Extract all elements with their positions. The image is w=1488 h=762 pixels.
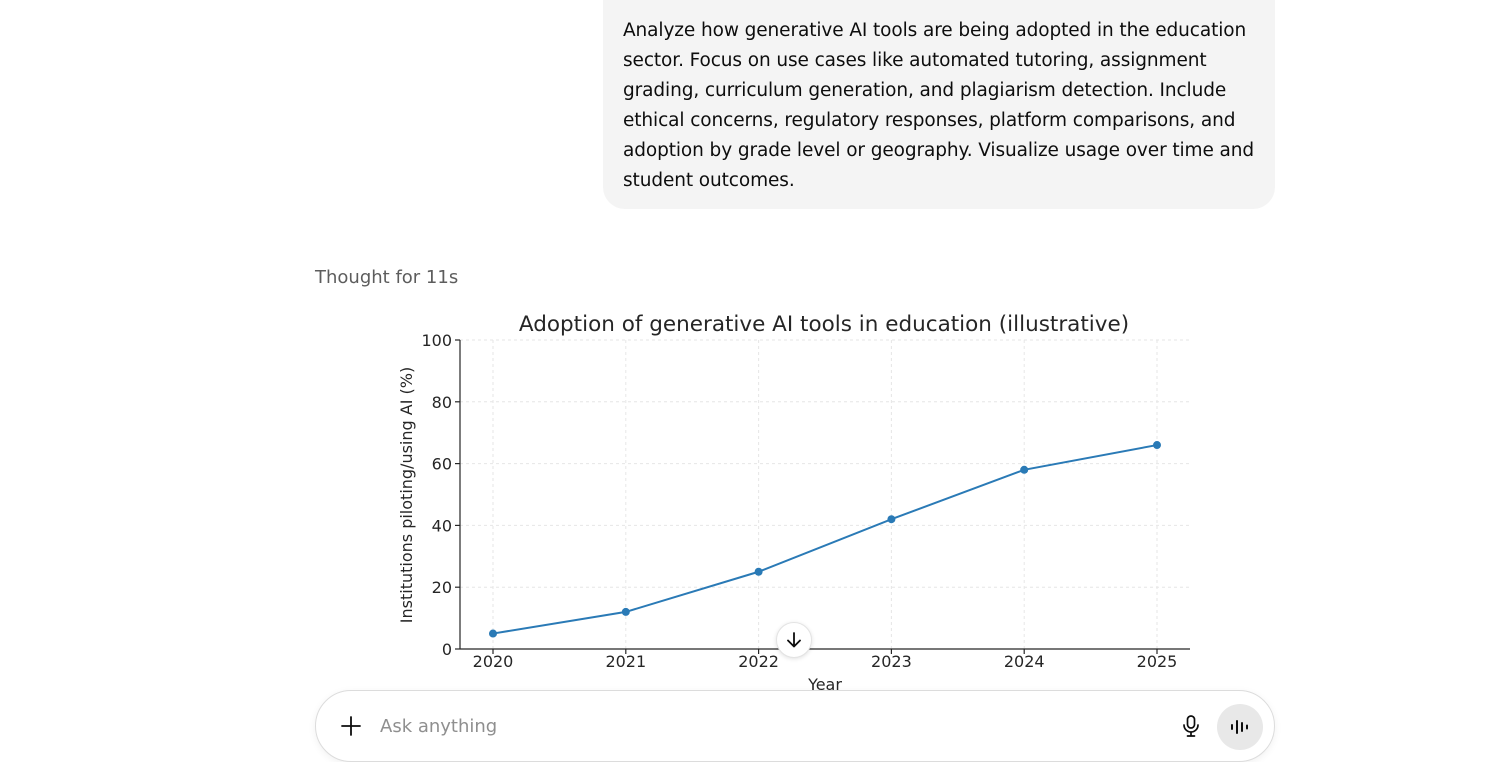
voice-mode-icon (1231, 720, 1248, 734)
y-tick-label: 20 (432, 578, 452, 597)
x-tick-label: 2023 (871, 652, 912, 671)
y-axis-label: Institutions piloting/using AI (%) (397, 367, 416, 623)
x-tick-label: 2024 (1004, 652, 1045, 671)
data-point (887, 515, 896, 524)
arrow-down-icon (787, 632, 801, 648)
prompt-input[interactable] (380, 711, 1160, 741)
dictate-button[interactable] (1174, 709, 1208, 743)
y-tick-label: 60 (432, 455, 452, 474)
attach-button[interactable] (334, 709, 368, 743)
y-tick-label: 40 (432, 516, 452, 535)
series-line (492, 444, 1158, 635)
data-point (1153, 441, 1161, 450)
data-point (754, 567, 763, 576)
x-tick-label: 2025 (1137, 652, 1178, 671)
chart-title: Adoption of generative AI tools in educa… (519, 312, 1129, 337)
x-tick-label: 2022 (738, 652, 779, 671)
x-tick-label: 2021 (605, 652, 646, 671)
voice-mode-button[interactable] (1217, 704, 1263, 750)
x-tick-label: 2020 (473, 652, 514, 671)
microphone-icon (1183, 715, 1199, 737)
y-tick-label: 0 (442, 640, 452, 659)
scroll-to-bottom-button[interactable] (776, 622, 812, 658)
data-point (1020, 465, 1029, 474)
user-message-text: Analyze how generative AI tools are bein… (623, 20, 1255, 191)
user-message-bubble: Analyze how generative AI tools are bein… (603, 0, 1275, 209)
plus-icon (341, 716, 361, 736)
y-tick-label: 100 (421, 331, 452, 350)
data-point (621, 607, 630, 616)
message-composer (315, 690, 1275, 762)
y-tick-label: 80 (432, 393, 452, 412)
data-point (489, 629, 497, 638)
thought-duration-label[interactable]: Thought for 11s (315, 267, 459, 288)
